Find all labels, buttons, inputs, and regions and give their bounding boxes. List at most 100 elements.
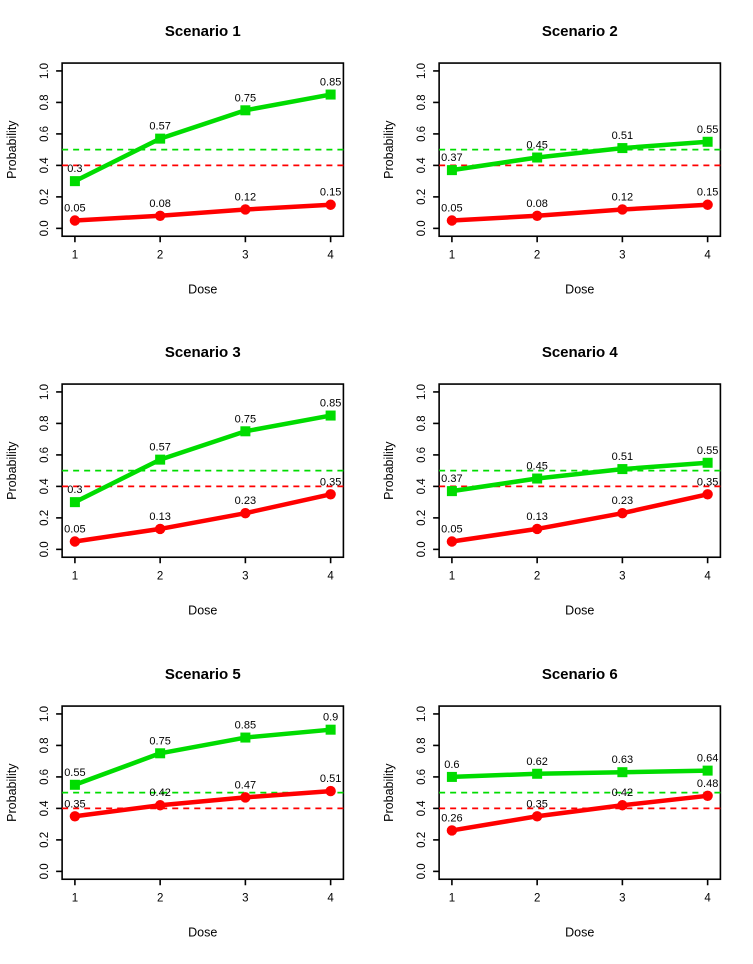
green-series-marker — [240, 732, 251, 743]
red-series-point-label: 0.15 — [320, 187, 341, 199]
red-series-point-label: 0.48 — [696, 777, 717, 789]
y-axis-label: Probability — [5, 762, 19, 821]
y-tick-label: 0.4 — [39, 799, 51, 816]
plot-box — [437, 383, 721, 559]
green-series-point-label: 0.85 — [235, 719, 256, 731]
y-tick-label: 0.2 — [416, 189, 428, 205]
y-axis-label: Probability — [382, 120, 396, 179]
panel-title: Scenario 5 — [165, 666, 241, 683]
x-tick-label: 1 — [72, 571, 78, 583]
red-series-point-label: 0.35 — [64, 798, 85, 810]
x-axis-label: Dose — [565, 925, 594, 939]
red-series-marker — [69, 215, 81, 226]
red-series-marker — [701, 199, 713, 210]
x-tick-label: 2 — [157, 571, 163, 583]
green-series-marker — [325, 724, 336, 735]
red-series-point-label: 0.51 — [320, 773, 341, 785]
y-tick-label: 0.2 — [416, 510, 428, 526]
y-tick-label: 0.2 — [39, 189, 51, 205]
red-series-marker — [446, 824, 457, 836]
x-axis-label: Dose — [188, 604, 217, 618]
y-tick-label: 0.0 — [416, 220, 428, 236]
y-tick-label: 1.0 — [39, 63, 51, 79]
red-series-marker — [531, 810, 542, 822]
red-series-point-label: 0.12 — [611, 191, 632, 203]
x-tick-label: 1 — [448, 249, 454, 261]
red-series-marker — [69, 810, 81, 822]
red-series-point-label: 0.47 — [235, 779, 256, 791]
x-tick-label: 3 — [619, 571, 625, 583]
green-series-point-label: 0.62 — [526, 755, 547, 767]
red-series-marker — [69, 536, 81, 548]
green-series-marker — [69, 779, 80, 790]
green-series-marker — [616, 143, 627, 154]
red-series-marker — [154, 210, 166, 221]
y-tick-label: 1.0 — [416, 384, 428, 400]
y-tick-label: 0.0 — [39, 542, 51, 558]
red-series-point-label: 0.05 — [64, 202, 85, 214]
green-series-point-label: 0.51 — [611, 451, 632, 463]
green-series-point-label: 0.55 — [64, 766, 85, 778]
red-series-marker — [616, 508, 628, 519]
green-series-point-label: 0.57 — [149, 442, 170, 454]
green-series-point-label: 0.45 — [526, 140, 547, 152]
red-series-line — [72, 788, 333, 819]
y-tick-label: 0.4 — [416, 478, 428, 495]
y-tick-label: 0.8 — [416, 416, 428, 432]
x-axis-label: Dose — [188, 925, 217, 939]
green-series-line — [72, 727, 333, 787]
green-series-point-label: 0.37 — [441, 152, 462, 164]
red-series-marker — [701, 489, 713, 500]
y-tick-label: 0.6 — [416, 447, 428, 463]
x-tick-label: 4 — [327, 249, 334, 261]
x-tick-label: 3 — [242, 892, 248, 904]
red-series-point-label: 0.35 — [696, 477, 717, 489]
red-series-point-label: 0.13 — [526, 511, 547, 523]
red-series-marker — [531, 210, 542, 221]
green-series-point-label: 0.75 — [235, 92, 256, 104]
green-series-marker — [155, 133, 166, 144]
red-series-point-label: 0.12 — [235, 191, 256, 203]
x-tick-label: 1 — [72, 892, 78, 904]
green-series-marker — [702, 765, 713, 776]
green-series-marker — [702, 136, 713, 147]
green-series-point-label: 0.85 — [320, 77, 341, 89]
x-axis-label: Dose — [565, 604, 594, 618]
y-tick-label: 0.8 — [39, 416, 51, 432]
red-series-point-label: 0.23 — [235, 495, 256, 507]
green-series-marker — [155, 747, 166, 758]
panel-title: Scenario 1 — [165, 23, 241, 40]
panel-title: Scenario 2 — [541, 23, 617, 40]
green-series-marker — [240, 426, 251, 437]
red-series-point-label: 0.05 — [64, 524, 85, 536]
green-series-point-label: 0.3 — [67, 163, 82, 175]
red-series-marker — [154, 524, 166, 535]
y-tick-label: 0.6 — [39, 447, 51, 463]
x-axis-label: Dose — [188, 282, 217, 296]
green-series-marker — [531, 152, 542, 163]
plot-box — [61, 383, 345, 559]
panel-title: Scenario 4 — [541, 344, 618, 361]
green-series-line — [449, 139, 710, 173]
y-tick-label: 0.0 — [416, 542, 428, 558]
green-series-marker — [616, 766, 627, 777]
green-series-line — [72, 92, 333, 184]
y-axis-label: Probability — [382, 441, 396, 500]
y-tick-label: 0.2 — [416, 832, 428, 848]
scenario-panel-2: Scenario 2 0.0 0.2 0.4 0.6 0.8 1.0 1 2 3 4 Dose Prob… — [382, 23, 721, 296]
x-tick-label: 3 — [619, 892, 625, 904]
red-series-point-label: 0.42 — [611, 787, 632, 799]
green-series-marker — [69, 497, 80, 508]
y-tick-label: 0.6 — [416, 769, 428, 785]
scenario-panel-5: Scenario 5 0.0 0.2 0.4 0.6 0.8 1.0 1 2 3 4 Dose Prob… — [5, 666, 345, 939]
red-series-marker — [154, 799, 166, 811]
y-tick-label: 0.8 — [416, 94, 428, 110]
x-tick-label: 3 — [242, 571, 248, 583]
red-series-point-label: 0.35 — [526, 798, 547, 810]
x-tick-label: 1 — [448, 892, 454, 904]
red-series-line — [449, 492, 710, 545]
y-tick-label: 0.0 — [39, 220, 51, 236]
green-series-point-label: 0.64 — [696, 752, 717, 764]
red-series-marker — [240, 791, 251, 803]
